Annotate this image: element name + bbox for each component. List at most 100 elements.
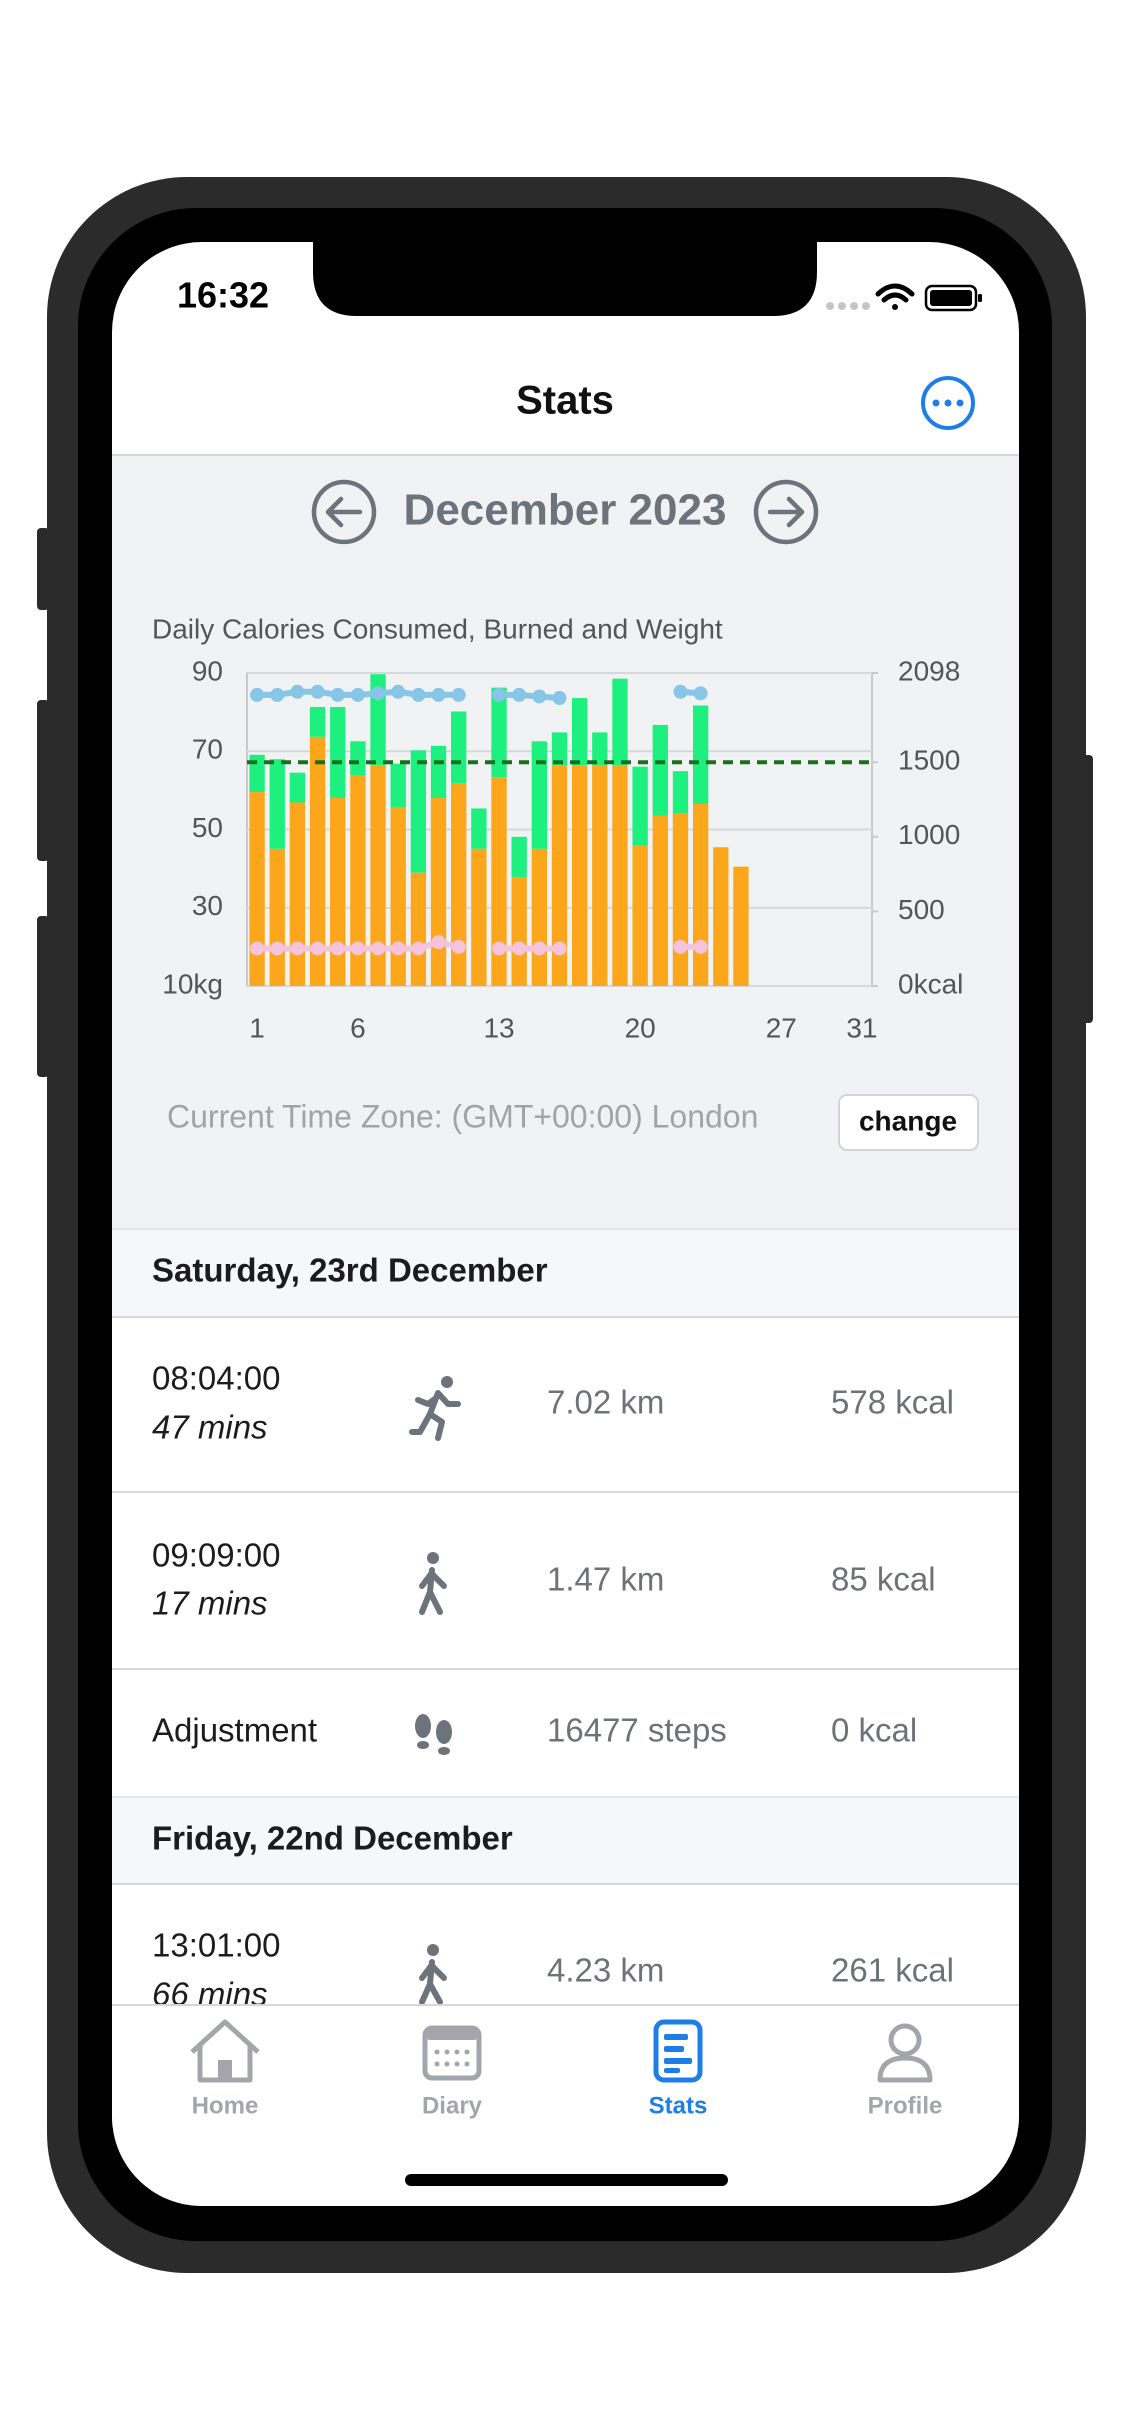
- tab-stats[interactable]: Stats: [649, 2019, 708, 2119]
- row-duration: 17 mins: [152, 1585, 268, 1622]
- bar: [410, 750, 427, 873]
- bar: [632, 766, 648, 846]
- bar: [309, 736, 326, 986]
- bar: [350, 741, 366, 776]
- walk-icon: [419, 1552, 447, 1615]
- tab-label: Profile: [868, 2092, 943, 2119]
- bar: [471, 808, 487, 849]
- month-label: December 2023: [404, 486, 727, 535]
- tab-bar: [112, 2005, 1019, 2206]
- bar: [592, 765, 608, 986]
- point: [310, 684, 325, 699]
- point: [411, 687, 426, 702]
- bar: [289, 802, 306, 986]
- y-tick-label: 10kg: [162, 968, 223, 999]
- notch: [313, 242, 817, 316]
- bar: [632, 845, 648, 986]
- side-button: [37, 528, 49, 610]
- bar: [330, 707, 346, 799]
- bar: [672, 812, 689, 986]
- bar: [692, 803, 709, 986]
- point: [310, 941, 325, 956]
- bar: [309, 707, 326, 737]
- screen: 16:32 Stats December 2023 Da: [112, 242, 1019, 2206]
- bar: [572, 765, 588, 986]
- row-duration: 47 mins: [152, 1409, 268, 1446]
- point: [492, 941, 507, 956]
- point: [391, 941, 406, 956]
- section-header: [112, 1797, 1019, 1884]
- row-calories: 578 kcal: [831, 1384, 954, 1421]
- point: [512, 941, 527, 956]
- point: [290, 684, 305, 699]
- more-button[interactable]: [921, 376, 975, 430]
- y-tick-label: 90: [192, 655, 223, 686]
- point: [431, 687, 446, 702]
- bar: [733, 866, 749, 986]
- bar: [551, 732, 568, 766]
- point: [552, 941, 567, 956]
- row-time: Adjustment: [152, 1712, 317, 1749]
- bar: [390, 763, 406, 807]
- bar: [430, 745, 447, 799]
- chart: Daily Calories Consumed, Burned and Weig…: [152, 613, 963, 1043]
- point: [451, 687, 466, 702]
- prev-month[interactable]: [311, 479, 377, 545]
- activity-row[interactable]: 08:04:00 47 mins 7.02 km 578 kcal: [152, 1360, 954, 1446]
- point: [492, 687, 507, 702]
- section-title: Friday, 22nd December: [152, 1820, 513, 1857]
- bar: [672, 771, 689, 813]
- row-time: 13:01:00: [152, 1927, 280, 1964]
- tab-label: Stats: [649, 2092, 708, 2119]
- bar: [692, 705, 709, 804]
- point: [250, 941, 265, 956]
- x-tick-label: 27: [766, 1012, 797, 1043]
- next-month[interactable]: [753, 479, 819, 545]
- tab-home[interactable]: Home: [190, 2019, 260, 2119]
- bar: [289, 772, 306, 803]
- point: [552, 691, 567, 706]
- point: [411, 941, 426, 956]
- chart-title: Daily Calories Consumed, Burned and Weig…: [152, 613, 723, 644]
- bar: [491, 687, 507, 778]
- point: [693, 939, 708, 954]
- bar: [410, 872, 427, 986]
- bar: [471, 848, 487, 986]
- x-tick-label: 6: [350, 1012, 366, 1043]
- tab-diary[interactable]: Diary: [422, 2025, 483, 2119]
- bar: [430, 798, 447, 986]
- row-calories: 0 kcal: [831, 1712, 917, 1749]
- row-calories: 85 kcal: [831, 1561, 936, 1598]
- x-tick-label: 31: [846, 1012, 877, 1043]
- point: [512, 687, 527, 702]
- bar: [551, 765, 568, 986]
- x-tick-label: 13: [483, 1012, 514, 1043]
- point: [673, 684, 688, 699]
- change-button-label: change: [859, 1105, 957, 1136]
- bar: [572, 698, 588, 766]
- bar: [350, 775, 366, 986]
- point: [532, 689, 547, 704]
- bar: [511, 836, 527, 878]
- bar: [330, 798, 346, 986]
- bar: [269, 848, 285, 986]
- tab-label: Diary: [422, 2092, 483, 2119]
- bar: [652, 815, 668, 986]
- change-button[interactable]: change: [838, 1094, 979, 1151]
- bar: [249, 792, 265, 986]
- y-tick-label: 70: [192, 734, 223, 765]
- point: [290, 941, 305, 956]
- row-distance: 7.02 km: [547, 1384, 664, 1421]
- bar: [451, 783, 467, 986]
- line: [496, 691, 563, 702]
- tab-label: Home: [192, 2092, 259, 2119]
- activity-row[interactable]: Adjustment 16477 steps 0 kcal: [152, 1712, 917, 1755]
- row-distance: 1.47 km: [547, 1561, 664, 1598]
- bar: [652, 724, 668, 816]
- bar: [269, 759, 285, 849]
- tab-profile[interactable]: Profile: [868, 2023, 943, 2119]
- point: [673, 939, 688, 954]
- run-icon: [409, 1376, 461, 1441]
- activity-row[interactable]: 09:09:00 17 mins 1.47 km 85 kcal: [152, 1537, 936, 1622]
